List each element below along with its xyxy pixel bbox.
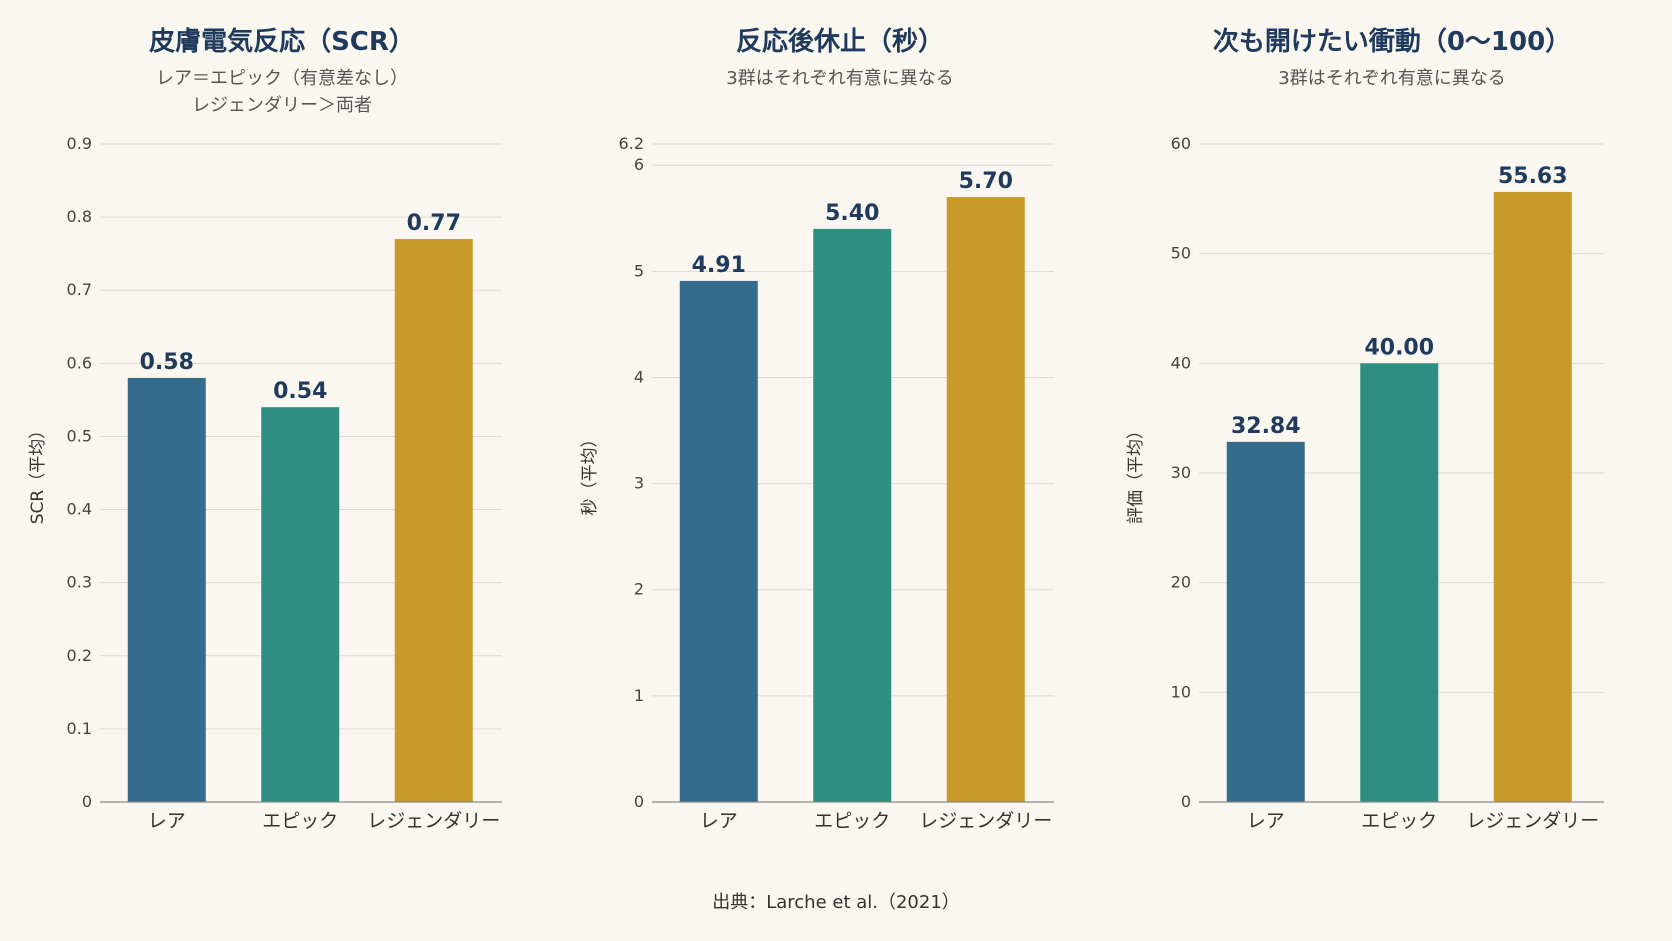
- category-label: エピック: [1361, 810, 1437, 832]
- bar-rare: [127, 377, 206, 802]
- bar-legendary: [394, 239, 473, 803]
- category-label: レジェンダリー: [367, 810, 500, 832]
- category-label: レジェンダリー: [919, 810, 1052, 832]
- y-axis-label: 評価（平均）: [1126, 422, 1146, 524]
- y-tick-label: 50: [1171, 244, 1191, 263]
- y-tick-label: 0: [82, 792, 92, 811]
- data-label: 55.63: [1498, 164, 1568, 189]
- bar-epic: [261, 407, 340, 802]
- y-tick-label: 3: [634, 474, 644, 493]
- y-tick-label: 0.1: [67, 719, 92, 738]
- data-label: 5.70: [959, 169, 1013, 194]
- y-tick-label: 0.6: [67, 353, 92, 372]
- category-label: レア: [700, 810, 738, 832]
- chart-title: 次も開けたい衝動（0〜100）: [1213, 27, 1571, 57]
- y-tick-label: 6.2: [619, 134, 644, 153]
- bar-rare: [1226, 441, 1305, 802]
- data-label: 4.91: [692, 253, 746, 278]
- category-label: エピック: [814, 810, 890, 832]
- y-tick-label: 0.9: [67, 134, 92, 153]
- y-tick-label: 60: [1171, 134, 1191, 153]
- y-tick-label: 0: [1181, 792, 1191, 811]
- source-caption: 出典：Larche et al.（2021）: [712, 892, 960, 913]
- y-tick-label: 0: [634, 792, 644, 811]
- y-tick-label: 2: [634, 580, 644, 599]
- chart-subtitle: レジェンダリー＞両者: [192, 95, 372, 116]
- y-tick-label: 0.2: [67, 646, 92, 665]
- y-tick-label: 40: [1171, 353, 1191, 372]
- y-axis-label: 秒（平均）: [580, 431, 600, 516]
- data-label: 0.54: [273, 379, 327, 404]
- y-tick-label: 30: [1171, 463, 1191, 482]
- category-label: レア: [148, 810, 186, 832]
- chart-title: 反応後休止（秒）: [736, 26, 944, 57]
- data-label: 32.84: [1231, 414, 1301, 439]
- y-tick-label: 0.4: [67, 500, 92, 519]
- y-tick-label: 20: [1171, 573, 1191, 592]
- chart-title: 皮膚電気反応（SCR）: [149, 26, 415, 57]
- chart-subtitle: レア＝エピック（有意差なし）: [156, 68, 408, 89]
- bar-legendary: [1493, 191, 1572, 803]
- category-label: エピック: [262, 810, 338, 832]
- bar-epic: [813, 228, 892, 803]
- bar-legendary: [946, 197, 1025, 802]
- category-label: レジェンダリー: [1466, 810, 1599, 832]
- y-tick-label: 0.7: [67, 280, 92, 299]
- y-tick-label: 4: [634, 367, 644, 386]
- data-label: 0.58: [140, 350, 194, 375]
- y-tick-label: 0.3: [67, 573, 92, 592]
- y-tick-label: 0.5: [67, 426, 92, 445]
- bar-rare: [679, 280, 758, 802]
- y-tick-label: 5: [634, 261, 644, 280]
- data-label: 40.00: [1364, 335, 1434, 360]
- data-label: 5.40: [825, 201, 879, 226]
- chart-subtitle: 3群はそれぞれ有意に異なる: [726, 68, 953, 89]
- y-tick-label: 10: [1171, 682, 1191, 701]
- chart-subtitle: 3群はそれぞれ有意に異なる: [1278, 68, 1505, 89]
- category-label: レア: [1247, 810, 1285, 832]
- y-tick-label: 1: [634, 686, 644, 705]
- bar-epic: [1360, 363, 1439, 802]
- y-tick-label: 6: [634, 155, 644, 174]
- data-label: 0.77: [407, 211, 461, 236]
- y-axis-label: SCR（平均）: [28, 422, 48, 524]
- y-tick-label: 0.8: [67, 207, 92, 226]
